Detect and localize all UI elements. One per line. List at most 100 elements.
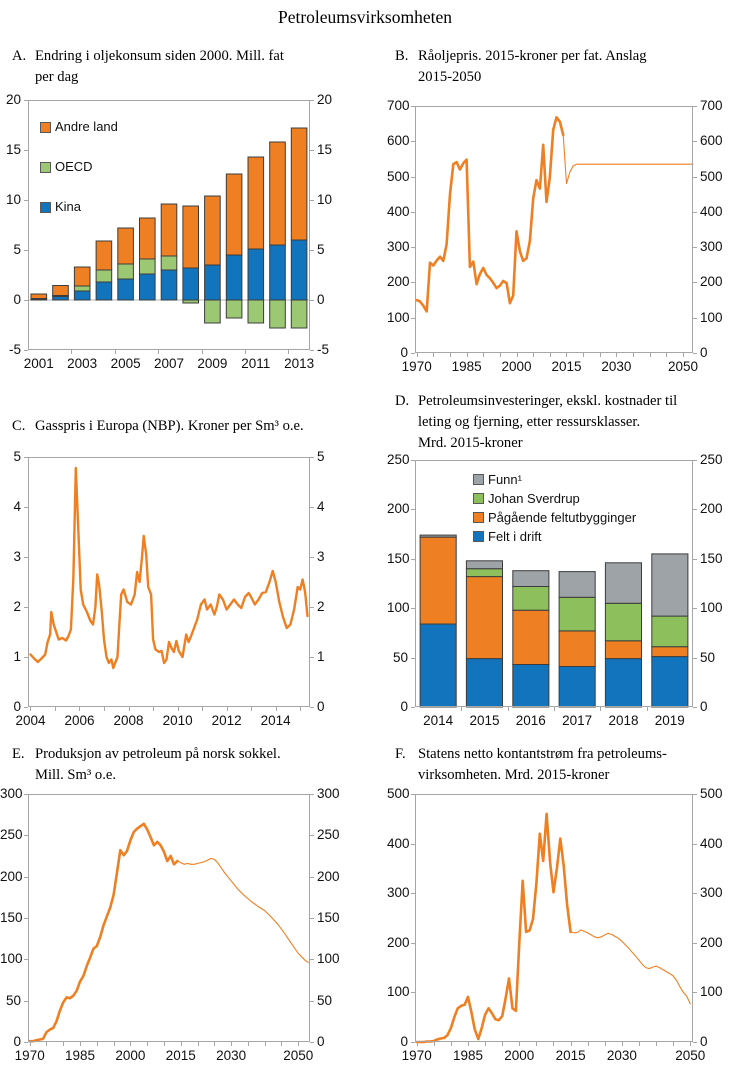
chart-b-letter: B. xyxy=(395,48,409,64)
legend-swatch xyxy=(473,531,484,542)
chart-e-letter: E. xyxy=(12,746,25,762)
y-axis-label-left: 250 xyxy=(387,452,410,467)
chart-panel-f: F. Statens netto kontantstrøm fra petrol… xyxy=(387,744,730,1066)
bar-segment-2004 xyxy=(95,240,113,271)
y-axis-label-right: 200 xyxy=(700,934,723,950)
page-title: Petroleumsvirksomheten xyxy=(277,7,452,27)
bar-segment-2018 xyxy=(604,640,642,660)
plot-frame xyxy=(415,460,693,707)
y-axis-label-right: 150 xyxy=(317,910,340,925)
y-axis-label-right: 20 xyxy=(317,92,333,107)
bar-segment-2006 xyxy=(139,258,156,275)
chart-e-title: E. Produksjon av petroleum på norsk sokk… xyxy=(0,744,356,786)
y-axis-label-right: 100 xyxy=(700,309,723,325)
y-axis-label-right: 500 xyxy=(700,786,723,801)
plot-frame xyxy=(28,100,310,350)
x-axis-label: 2030 xyxy=(601,359,632,374)
bar-segment-2002 xyxy=(52,296,69,301)
bar-segment-2018 xyxy=(604,658,642,708)
legend-item: OECD xyxy=(40,147,118,187)
y-axis-label-right: 200 xyxy=(700,501,723,517)
bar-segment-2006 xyxy=(139,273,156,301)
y-axis-label-left: 100 xyxy=(0,951,23,967)
chart-f-title-text: Statens netto kontantstrøm fra petroleum… xyxy=(418,746,667,783)
x-axis-label: 2012 xyxy=(211,713,242,728)
bar-segment-2019 xyxy=(651,553,689,617)
bar-segment-2019 xyxy=(651,615,689,648)
y-axis-label-left: 15 xyxy=(5,142,21,157)
y-axis-label-left: 20 xyxy=(5,92,21,107)
y-axis-label-right: 300 xyxy=(700,885,723,901)
x-axis-label: 2019 xyxy=(654,713,685,728)
legend-label: Johan Sverdrup xyxy=(488,490,580,506)
chart-f-letter: F. xyxy=(395,746,406,762)
legend-label: Kina xyxy=(55,199,82,214)
line-series-historisk xyxy=(415,812,572,1044)
bar-segment-2017 xyxy=(558,596,596,632)
chart-c-letter: C. xyxy=(12,418,26,434)
legend-swatch xyxy=(473,493,484,504)
y-axis-label-right: 5 xyxy=(317,449,325,464)
y-axis-label-right: 300 xyxy=(317,786,340,801)
y-axis-label-right: 50 xyxy=(317,992,333,1008)
chart-e-title-text: Produksjon av petroleum på norsk sokkel.… xyxy=(35,746,281,783)
bar-segment-2016 xyxy=(512,664,550,708)
x-axis-label: 1985 xyxy=(451,359,482,374)
x-axis-label: 2003 xyxy=(67,356,98,371)
chart-f-title: F. Statens netto kontantstrøm fra petrol… xyxy=(387,744,730,786)
y-axis-label-left: 200 xyxy=(387,274,410,290)
y-axis-label-left: 600 xyxy=(387,133,410,149)
y-axis-label-right: 3 xyxy=(317,549,325,564)
chart-b-plot xyxy=(411,106,697,357)
bar-segment-2003 xyxy=(73,290,91,301)
x-axis-label: 1985 xyxy=(64,1048,96,1063)
y-axis-label-left: 50 xyxy=(392,649,408,665)
x-axis-label: 2050 xyxy=(283,1048,314,1063)
y-axis-label-left: 3 xyxy=(13,549,21,564)
y-axis-label-right: 100 xyxy=(317,951,340,967)
y-axis-label-right: 2 xyxy=(317,599,325,614)
y-axis-label-right: 400 xyxy=(700,203,723,219)
bar-segment-2010 xyxy=(225,299,243,319)
x-axis-label: 2015 xyxy=(555,1048,586,1063)
bar-segment-2010 xyxy=(225,173,243,256)
chart-e-plot xyxy=(24,794,314,1046)
y-axis-label-right: 0 xyxy=(700,1034,708,1049)
legend: Andre land OECD Kina xyxy=(40,107,118,227)
bar-segment-2010 xyxy=(225,254,243,301)
y-axis-label-right: 700 xyxy=(700,98,723,113)
bar-segment-2006 xyxy=(139,217,156,260)
y-axis-label-right: 400 xyxy=(700,835,723,851)
chart-e-canvas: 0 0 50 50 100 100 150 150 200 200 250 250 300 300 1970… xyxy=(0,786,340,1066)
y-axis-label-left: 5 xyxy=(13,242,21,257)
bar-segment-2007 xyxy=(160,203,178,257)
x-axis-label: 2015 xyxy=(469,713,500,728)
x-axis-label: 2014 xyxy=(260,713,291,728)
y-axis-label-left: 0 xyxy=(13,292,21,307)
y-axis-label-right: 250 xyxy=(317,827,340,843)
x-axis-label: 2015 xyxy=(551,359,582,374)
bar-segment-2008 xyxy=(182,205,199,269)
y-axis-label-left: 2 xyxy=(13,599,21,614)
y-axis-label-right: 10 xyxy=(317,192,333,207)
y-axis-label-left: 500 xyxy=(387,168,410,184)
y-axis-label-left: 200 xyxy=(0,868,23,884)
x-axis-label: 2008 xyxy=(113,713,144,728)
x-axis-label: 2050 xyxy=(675,1048,706,1063)
bar-segment-2003 xyxy=(73,285,91,292)
bar-segment-2013 xyxy=(290,239,308,301)
line-series-historisk xyxy=(415,116,565,313)
chart-panel-d: D. Petroleumsinvesteringer, ekskl. kostn… xyxy=(387,391,730,731)
bar-segment-2012 xyxy=(269,244,286,301)
x-axis-label: 1970 xyxy=(14,1048,45,1063)
y-axis-label-right: 5 xyxy=(317,242,325,257)
bar-segment-2011 xyxy=(247,299,265,324)
y-axis-label-left: 4 xyxy=(13,499,21,514)
x-axis-label: 1970 xyxy=(401,359,432,374)
legend-label: Pågående feltutbygginger xyxy=(488,509,637,525)
chart-panel-b: B. Råoljepris. 2015-kroner per fat. Ansl… xyxy=(387,46,730,377)
bar-segment-2013 xyxy=(290,127,308,241)
bar-segment-2009 xyxy=(204,299,221,324)
bar-segment-2019 xyxy=(651,646,689,658)
